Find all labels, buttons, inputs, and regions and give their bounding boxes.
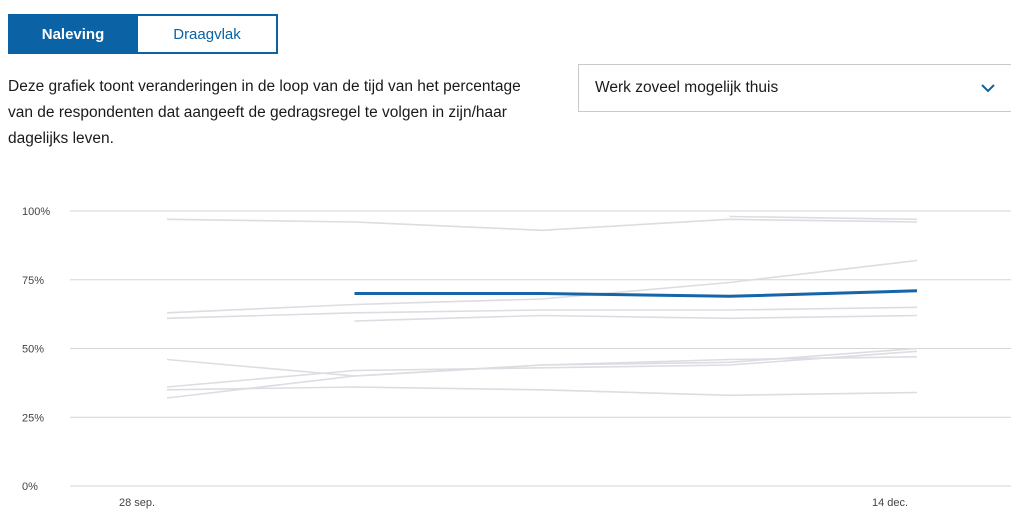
behaviour-rule-select[interactable]: Werk zoveel mogelijk thuis	[578, 64, 1011, 112]
y-tick-label: 25%	[22, 412, 44, 424]
y-tick-label: 75%	[22, 275, 44, 287]
background-series-line	[166, 350, 918, 388]
background-series-line	[166, 386, 918, 397]
x-tick-label: 28 sep.	[119, 497, 155, 509]
select-value: Werk zoveel mogelijk thuis	[595, 79, 779, 96]
y-tick-label: 100%	[22, 206, 50, 218]
background-series-line	[354, 314, 918, 322]
y-tick-label: 50%	[22, 344, 44, 356]
tab-bar: Naleving Draagvlak	[8, 14, 278, 54]
chart-description: Deze grafiek toont veranderingen in de l…	[8, 78, 521, 147]
tab-draagvlak[interactable]: Draagvlak	[138, 14, 278, 54]
background-series-line	[166, 347, 918, 377]
background-series-line	[729, 215, 918, 221]
chevron-down-icon	[981, 84, 995, 93]
background-series-line	[166, 306, 918, 320]
line-chart: 0% 25% 50% 75% 100% 28 sep. 14 dec.	[22, 206, 1011, 509]
x-tick-label: 14 dec.	[872, 497, 908, 509]
highlight-series-line	[354, 289, 918, 298]
background-series-line	[166, 218, 918, 232]
tab-naleving[interactable]: Naleving	[8, 14, 138, 54]
y-tick-label: 0%	[22, 481, 38, 493]
background-series-line	[166, 356, 918, 399]
background-series-line	[166, 259, 918, 314]
